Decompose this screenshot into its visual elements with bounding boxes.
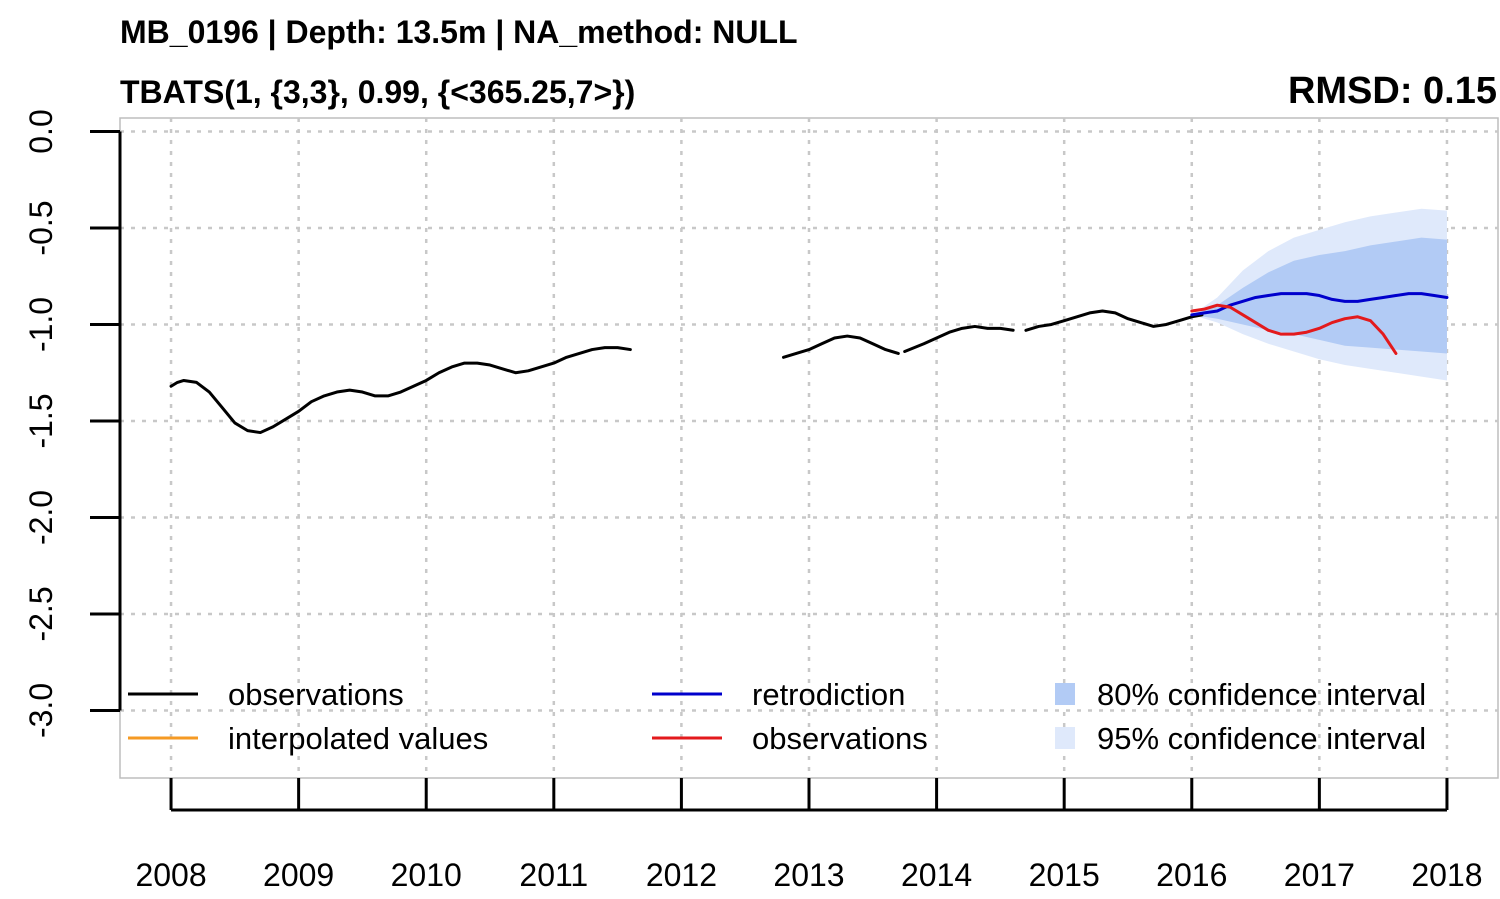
x-tick-label: 2018 — [1411, 857, 1482, 893]
chart-title: MB_0196 | Depth: 13.5m | NA_method: NULL — [120, 14, 798, 50]
legend-label-1: interpolated values — [228, 721, 488, 756]
x-tick-label: 2017 — [1284, 857, 1355, 893]
grid — [120, 118, 1498, 778]
legend-box-4 — [1055, 683, 1075, 705]
series-0-segment-1 — [781, 334, 900, 359]
legend-box-5 — [1055, 727, 1075, 749]
legend-label-2: retrodiction — [752, 677, 905, 712]
rmsd-label: RMSD: 0.15 — [1288, 70, 1497, 112]
y-tick-label: -3.0 — [23, 683, 59, 738]
y-tick-label: -0.5 — [23, 200, 59, 255]
series-lines — [169, 292, 1449, 435]
series-3-segment-0 — [1190, 303, 1398, 355]
x-tick-label: 2011 — [519, 857, 588, 893]
series-0-segment-3 — [1024, 309, 1204, 332]
y-tick-label: -2.0 — [23, 490, 59, 545]
chart-subtitle: TBATS(1, {3,3}, 0.99, {<365.25,7>}) — [120, 74, 635, 110]
series-0-segment-2 — [903, 324, 1015, 354]
y-tick-label: -1.5 — [23, 393, 59, 448]
series-2-segment-0 — [1190, 292, 1449, 317]
y-axis: 0.0 -0.5 -1.0 -1.5 -2.0 -2.5 -3.0 — [23, 109, 122, 738]
x-tick-label: 2009 — [263, 857, 334, 893]
x-axis: 2008 2009 2010 2011 2012 2013 2014 2015 2016 2017… — [135, 778, 1483, 893]
x-tick-label: 2015 — [1029, 857, 1100, 893]
x-tick-label: 2008 — [135, 857, 206, 893]
y-tick-label: 0.0 — [23, 109, 59, 153]
x-tick-label: 2014 — [901, 857, 972, 893]
x-tick-label: 2010 — [391, 857, 462, 893]
legend: observations interpolated values retrodict… — [128, 677, 1426, 756]
legend-label-5: 95% confidence interval — [1097, 721, 1426, 756]
legend-label-4: 80% confidence interval — [1097, 677, 1426, 712]
series-0-segment-0 — [169, 346, 632, 435]
legend-label-3: observations — [752, 721, 928, 756]
legend-label-0: observations — [228, 677, 404, 712]
y-tick-label: -2.5 — [23, 586, 59, 641]
y-tick-label: -1.0 — [23, 297, 59, 352]
x-tick-label: 2016 — [1156, 857, 1227, 893]
x-tick-label: 2013 — [773, 857, 844, 893]
x-tick-label: 2012 — [646, 857, 717, 893]
